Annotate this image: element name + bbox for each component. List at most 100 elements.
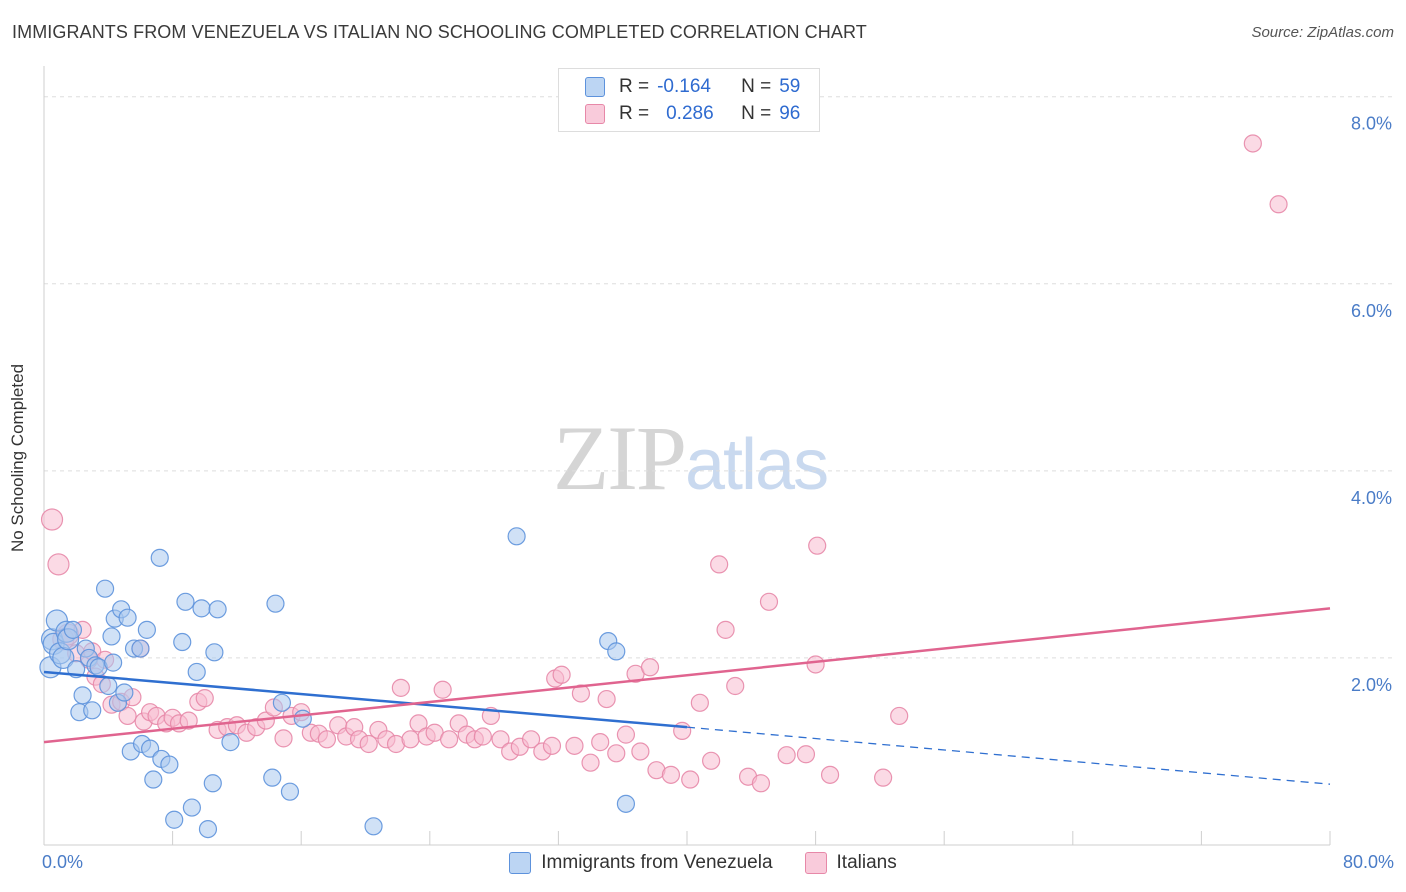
point-venezuela (140, 739, 160, 758)
y-tick-label: 2.0% (1351, 675, 1392, 695)
point-italians (47, 553, 70, 576)
trendline-italians (43, 607, 1331, 744)
point-venezuela (280, 782, 300, 801)
point-italians (806, 655, 825, 674)
point-venezuela (198, 819, 218, 839)
point-venezuela (263, 768, 282, 787)
point-italians (726, 676, 745, 696)
series-legend-venezuela: Immigrants from Venezuela (509, 852, 773, 874)
point-italians (751, 774, 771, 793)
x-tick-label-min: 0.0% (42, 852, 84, 872)
legend-r-label: R = (619, 103, 650, 124)
points-layer (39, 134, 1288, 839)
axes-layer (43, 66, 1331, 846)
point-venezuela (102, 627, 121, 646)
point-italians (542, 736, 562, 755)
legend-row-italians: R = 0.286 N = 96 (585, 101, 800, 127)
series-swatch-italians (804, 852, 827, 874)
point-italians (359, 734, 378, 754)
legend-n-label: N = (741, 103, 772, 124)
point-italians (179, 711, 198, 730)
point-italians (433, 680, 452, 699)
point-venezuela (203, 774, 222, 793)
legend-r-label: R = (619, 76, 650, 97)
point-venezuela (118, 608, 137, 627)
point-venezuela (208, 600, 227, 619)
point-venezuela (104, 653, 123, 672)
point-venezuela (192, 599, 211, 618)
point-venezuela (616, 794, 636, 813)
point-venezuela (131, 639, 150, 658)
point-italians (890, 706, 909, 726)
point-italians (607, 744, 626, 763)
trend-layer (43, 607, 1331, 785)
point-italians (274, 729, 293, 748)
y-tick-label: 8.0% (1351, 114, 1392, 134)
point-italians (581, 753, 600, 772)
point-italians (521, 730, 541, 749)
point-italians (661, 765, 681, 784)
point-italians (616, 725, 636, 744)
legend-r-value: 0.286 (666, 103, 714, 124)
point-italians (640, 658, 660, 677)
point-italians (195, 689, 214, 708)
point-venezuela (266, 594, 285, 613)
point-italians (716, 620, 735, 639)
y-tick-labels: 2.0% 4.0% 6.0% 8.0% (1351, 114, 1392, 695)
point-italians (702, 751, 721, 770)
point-italians (591, 733, 610, 752)
point-italians (401, 730, 420, 749)
point-venezuela (160, 755, 179, 774)
point-venezuela (150, 548, 169, 567)
point-venezuela (144, 770, 163, 789)
legend-n-label: N = (741, 76, 772, 97)
point-italians (796, 745, 816, 764)
point-italians (473, 727, 492, 746)
correlation-legend: R = -0.164 N = 59 R = 0.286 N = 96 (558, 68, 820, 132)
point-italians (631, 742, 650, 761)
watermark-logo: ZIPatlas (553, 405, 829, 511)
point-italians (571, 684, 591, 703)
point-venezuela (115, 683, 134, 702)
x-tick-label-max: 80.0% (1342, 852, 1394, 872)
point-venezuela (95, 579, 115, 598)
point-italians (673, 721, 692, 740)
legend-swatch-venezuela (585, 77, 605, 97)
point-italians (565, 736, 584, 755)
point-venezuela (205, 643, 224, 662)
y-tick-label: 6.0% (1351, 301, 1392, 321)
point-italians (409, 714, 428, 733)
point-venezuela (165, 810, 184, 829)
point-italians (491, 730, 510, 749)
point-italians (759, 592, 779, 611)
point-italians (1243, 134, 1262, 153)
chart-title: IMMIGRANTS FROM VENEZUELA VS ITALIAN NO … (12, 22, 867, 42)
y-tick-label: 4.0% (1351, 488, 1392, 508)
point-italians (1269, 195, 1288, 214)
point-venezuela (221, 733, 240, 752)
point-italians (597, 689, 616, 709)
watermark-zip: ZIP (553, 407, 687, 509)
point-venezuela (99, 676, 118, 696)
point-italians (317, 730, 337, 749)
point-venezuela (293, 709, 312, 728)
point-italians (552, 665, 571, 684)
point-venezuela (364, 817, 383, 836)
point-venezuela (176, 592, 195, 611)
point-venezuela (607, 642, 626, 661)
point-italians (690, 693, 709, 712)
series-swatch-venezuela (509, 852, 532, 874)
point-italians (40, 508, 64, 531)
watermark-atlas: atlas (685, 425, 829, 505)
point-venezuela (73, 686, 92, 705)
point-italians (820, 765, 840, 784)
point-venezuela (187, 662, 206, 682)
legend-n-value: 59 (779, 76, 801, 97)
point-italians (681, 770, 700, 789)
source-label: Source: ZipAtlas.com (1251, 24, 1394, 41)
series-legend-italians: Italians (804, 852, 897, 874)
point-venezuela (137, 620, 156, 639)
legend-row-venezuela: R = -0.164 N = 59 (585, 74, 800, 100)
y-axis-label: No Schooling Completed (8, 363, 27, 553)
